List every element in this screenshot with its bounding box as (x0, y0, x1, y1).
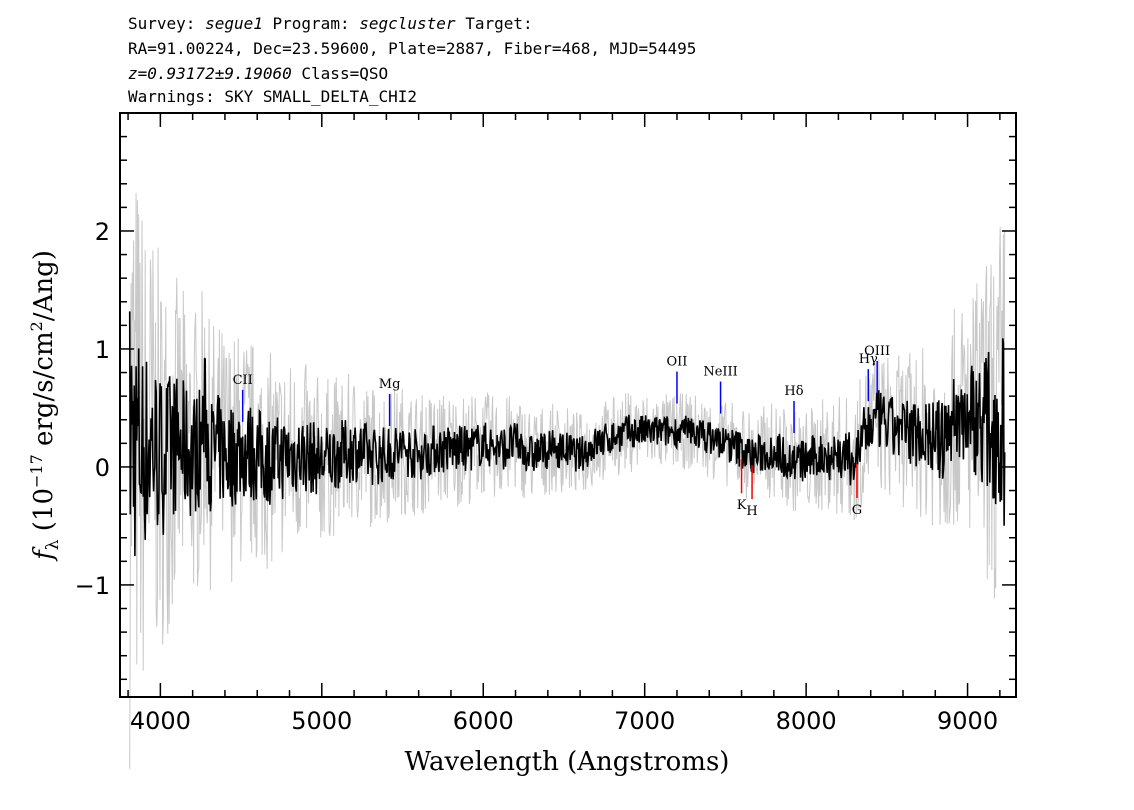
program-value: segcluster (359, 14, 456, 33)
flux-series (128, 311, 1006, 557)
axes: 4000 5000 6000 7000 8000 9000 −1 0 1 2 (75, 112, 1017, 735)
absorption-line-label: K (737, 498, 747, 513)
redshift-value: z=0.93172±9.19060 (128, 64, 292, 83)
header-line-1: Survey: segue1 Program: segcluster Targe… (128, 14, 533, 34)
y-axis-title-part: (10 (29, 488, 59, 540)
x-axis-title: Wavelength (Angstroms) (405, 747, 730, 777)
emission-line-label: Mg (379, 377, 401, 392)
target-label: Target: (465, 14, 533, 33)
x-tick-label: 4000 (130, 707, 191, 735)
emission-line-label: Hδ (784, 384, 803, 399)
plot-frame (119, 112, 1017, 698)
x-tick-label: 6000 (453, 707, 514, 735)
survey-value: segue1 (205, 14, 263, 33)
x-tick-label: 8000 (776, 707, 837, 735)
emission-line-label: NeIII (703, 365, 737, 380)
class-value: Class=QSO (301, 64, 389, 83)
header-line-3: z=0.93172±9.19060 Class=QSO (128, 64, 388, 84)
y-tick-label: 0 (95, 454, 110, 482)
y-axis-title-part: erg/s/cm (29, 331, 59, 454)
flux-spectrum (128, 311, 1006, 557)
absorption-line-label: G (852, 503, 862, 518)
survey-label: Survey: (128, 14, 196, 33)
x-tick-label: 9000 (937, 707, 998, 735)
header-line-4: Warnings: SKY SMALL_DELTA_CHI2 (128, 87, 417, 106)
emission-line-label: Hγ (859, 352, 878, 367)
x-tick-label: 7000 (614, 707, 675, 735)
absorption-line-label: H (746, 504, 757, 519)
header-line-2: RA=91.00224, Dec=23.59600, Plate=2887, F… (128, 39, 697, 58)
program-label: Program: (272, 14, 350, 33)
y-axis-title-part: 2 (27, 321, 46, 331)
emission-line-label: OII (667, 355, 688, 370)
y-axis-title: fλ (10−17 erg/s/cm2/Ang) (27, 250, 63, 562)
y-axis-title-part: λ (43, 539, 63, 550)
emission-line-label: CII (233, 373, 253, 388)
y-tick-label: 2 (95, 218, 110, 246)
y-axis-title-part: /Ang) (29, 250, 59, 321)
y-tick-label: 1 (95, 336, 110, 364)
emission-line-label: OIII (864, 344, 890, 359)
y-tick-label: −1 (75, 572, 110, 600)
y-axis-title-part: −17 (27, 454, 46, 488)
x-tick-label: 5000 (291, 707, 352, 735)
